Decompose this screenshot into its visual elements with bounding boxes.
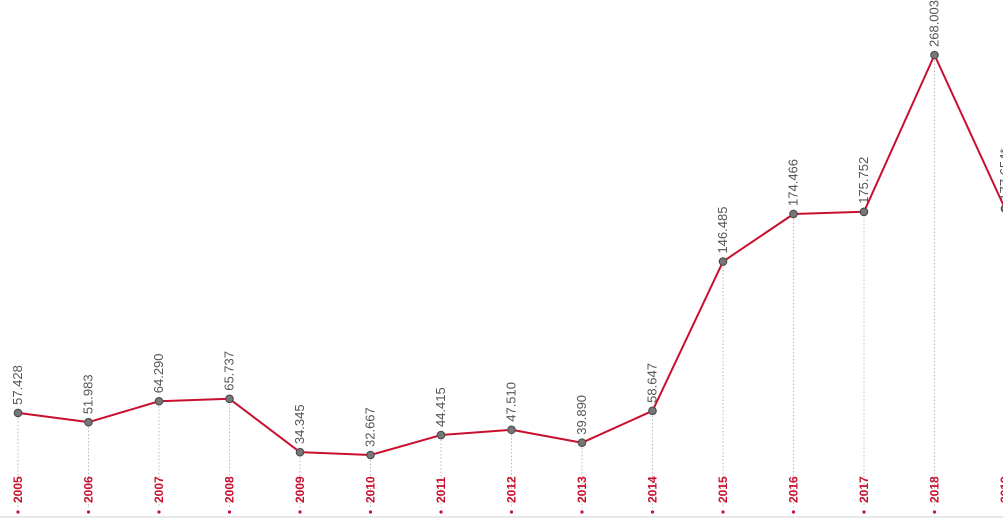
value-label-2019: 177.654* (997, 149, 1003, 201)
value-label-2017: 175.752 (856, 157, 871, 204)
baseline-dot (862, 510, 866, 514)
value-label-2008: 65.737 (222, 351, 237, 391)
baseline-dot (157, 510, 161, 514)
value-labels: 57.428 51.983 64.290 65.737 34.345 32.667 44.4… (10, 0, 1003, 447)
data-point-2005 (13, 408, 23, 418)
baseline-dot (650, 510, 655, 514)
guide-lines (16, 60, 937, 514)
value-label-2011: 44.415 (433, 387, 448, 427)
x-tick-label-2015: 2015 (716, 476, 730, 503)
data-point-2016 (789, 209, 798, 219)
data-point-2008 (225, 394, 234, 404)
data-point-2009 (295, 447, 305, 457)
data-point-2011 (436, 430, 446, 440)
baseline-dot (932, 510, 937, 514)
value-label-2012: 47.510 (504, 382, 519, 422)
x-tick-label-2016: 2016 (787, 476, 801, 503)
value-label-2015: 146.485 (715, 207, 730, 254)
data-point-2015 (718, 257, 728, 266)
x-tick-label-2009: 2009 (293, 476, 307, 503)
x-tick-label-2006: 2006 (82, 476, 96, 503)
x-tick-label-2008: 2008 (223, 476, 237, 503)
data-point-2010 (366, 450, 375, 460)
x-tick-label-2017: 2017 (857, 476, 871, 503)
baseline-dot (509, 510, 514, 514)
x-tick-label-2011: 2011 (434, 477, 448, 503)
data-point-2018 (930, 50, 939, 60)
value-label-2016: 174.466 (786, 159, 801, 206)
data-markers (13, 50, 1003, 460)
data-point-2013 (577, 438, 587, 448)
x-tick-label-2019: 2019 (998, 476, 1003, 503)
value-label-2013: 39.890 (574, 395, 589, 435)
data-point-2006 (84, 417, 93, 427)
value-label-2014: 58.647 (645, 363, 660, 403)
x-tick-label-2007: 2007 (152, 476, 166, 503)
baseline-dot (16, 510, 20, 514)
baseline-dot (227, 510, 232, 514)
x-tick-label-2012: 2012 (505, 476, 519, 503)
data-point-2012 (507, 425, 516, 435)
value-label-2010: 32.667 (363, 407, 378, 447)
value-label-2018: 268.003 (927, 0, 942, 47)
data-point-2014 (648, 406, 657, 416)
value-label-2007: 64.290 (151, 353, 166, 393)
baseline-dot (791, 510, 796, 514)
value-label-2009: 34.345 (292, 404, 307, 444)
baseline-dot (298, 510, 302, 514)
x-tick-label-2018: 2018 (928, 476, 942, 503)
x-tick-label-2013: 2013 (575, 476, 589, 503)
baseline-dot (439, 510, 443, 514)
x-tick-labels: 2005 2006 2007 2008 2009 2010 2011 2012 2013 2014… (11, 476, 1003, 503)
baseline-dot (368, 510, 373, 514)
x-tick-label-2005: 2005 (11, 476, 25, 503)
data-point-2017 (859, 207, 869, 217)
data-point-2007 (154, 396, 164, 406)
value-label-2005: 57.428 (10, 365, 25, 405)
baseline-dot (580, 510, 584, 514)
value-label-2006: 51.983 (81, 374, 96, 414)
x-tick-label-2014: 2014 (646, 476, 660, 503)
x-tick-label-2010: 2010 (364, 476, 378, 503)
baseline-dot (86, 510, 91, 514)
baseline-dot (721, 510, 725, 514)
